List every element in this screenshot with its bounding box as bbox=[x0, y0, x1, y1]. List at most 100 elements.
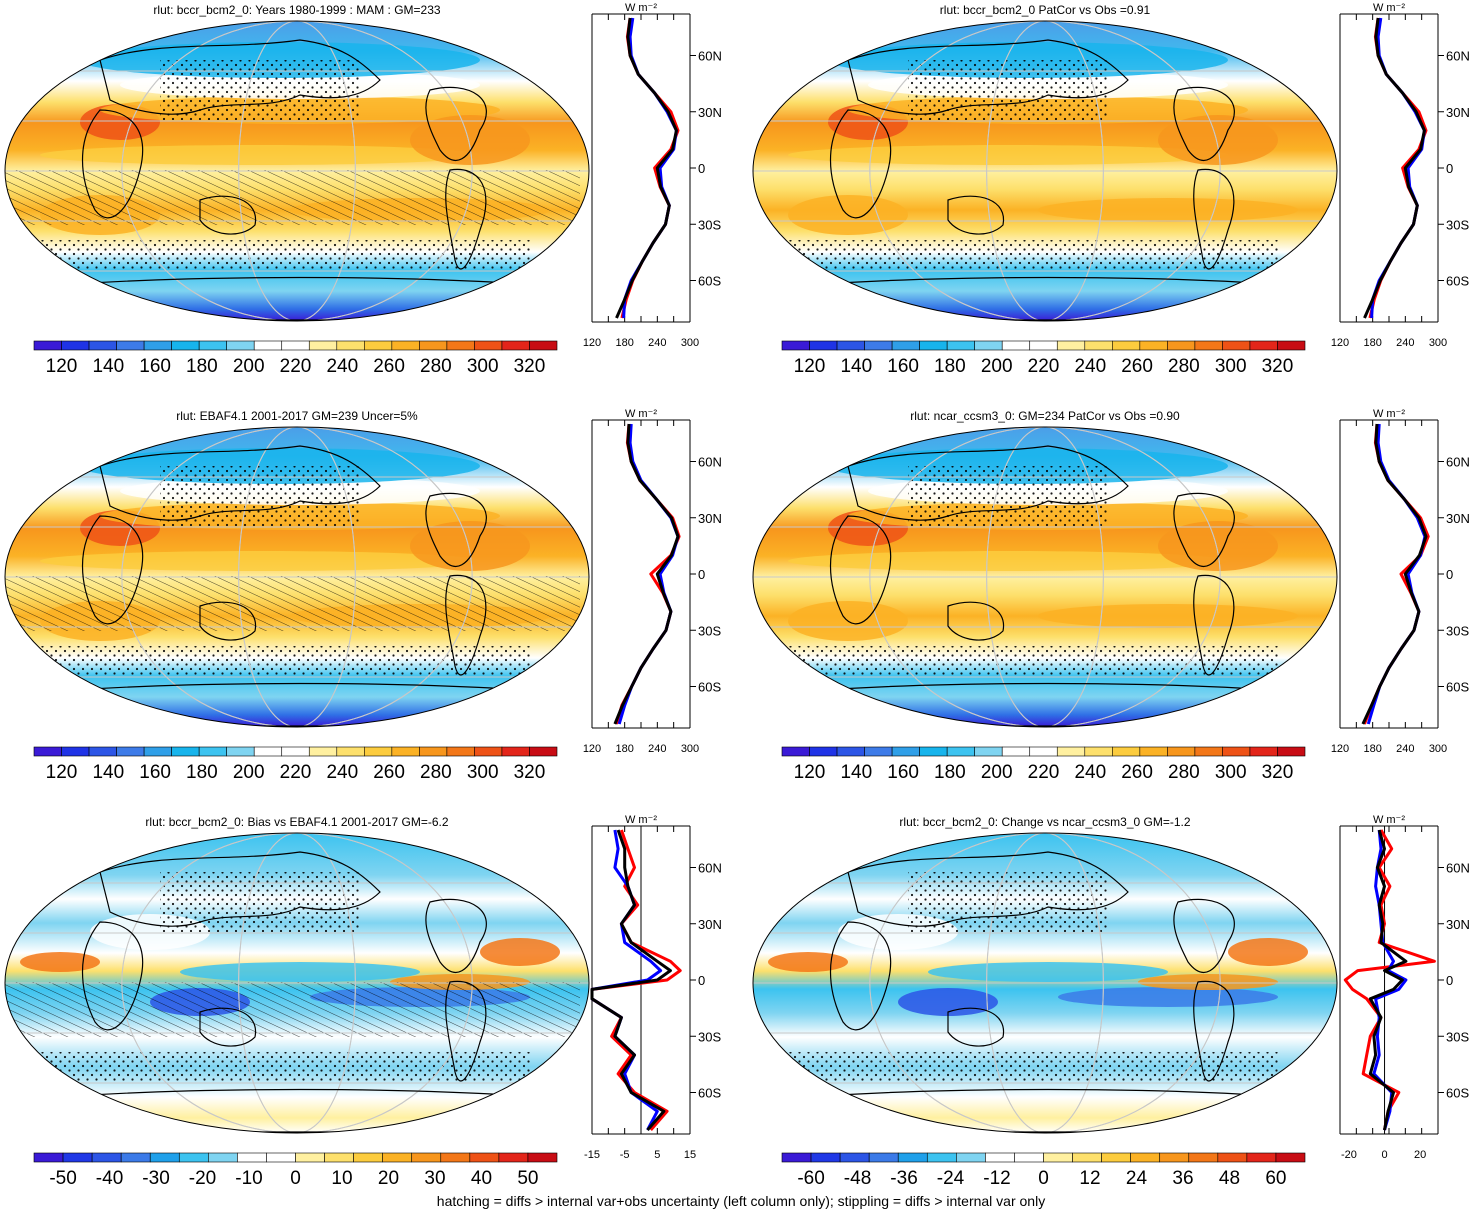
colorbar-swatch bbox=[208, 1152, 238, 1163]
profile-line-model bbox=[1370, 17, 1426, 319]
colorbar-swatch bbox=[1056, 746, 1086, 757]
profile-x-label: 240 bbox=[648, 743, 666, 755]
zonal-mean-profile: W m⁻² -15 -5 5 15 60N 30N 0 30S 60S bbox=[584, 814, 722, 1161]
profile-line-model bbox=[1372, 829, 1408, 1131]
coastline-4 bbox=[445, 980, 487, 1082]
colorbar-label: 0 bbox=[290, 1168, 301, 1189]
panel-title: rlut: bccr_bcm2_0: Bias vs EBAF4.1 2001-… bbox=[145, 815, 448, 829]
colorbar-label: 200 bbox=[981, 762, 1013, 783]
profile-x-label: 180 bbox=[1363, 743, 1381, 755]
colorbar-swatch bbox=[171, 340, 200, 351]
stippling-region bbox=[908, 466, 1108, 526]
colorbar-swatch bbox=[527, 1152, 558, 1163]
colorbar-label: 260 bbox=[373, 356, 405, 377]
profile-lat-label: 60S bbox=[698, 1086, 721, 1101]
hatching-region bbox=[5, 170, 580, 225]
colorbar-label: -30 bbox=[142, 1168, 169, 1189]
panel-1: rlut: bccr_bcm2_0: Years 1980-1999 : MAM… bbox=[4, 2, 722, 377]
panel-6: rlut: bccr_bcm2_0: Change vs ncar_ccsm3_… bbox=[752, 814, 1470, 1189]
field-anomaly-5 bbox=[410, 521, 530, 571]
graticule-meridian bbox=[869, 427, 1221, 727]
colorbar-label: 160 bbox=[139, 356, 171, 377]
colorbar-swatch bbox=[897, 1152, 928, 1163]
colorbar-swatch bbox=[946, 340, 975, 351]
profile-x-label: -5 bbox=[620, 1149, 630, 1161]
profile-x-label: 120 bbox=[583, 337, 601, 349]
map-field bbox=[753, 427, 1337, 727]
colorbar-swatch bbox=[926, 1152, 957, 1163]
field-anomaly-6 bbox=[768, 952, 848, 972]
colorbar-label: 140 bbox=[840, 356, 872, 377]
colorbar-label: 180 bbox=[934, 762, 966, 783]
colorbar-swatch bbox=[308, 340, 338, 351]
panel-5: rlut: bccr_bcm2_0: Bias vs EBAF4.1 2001-… bbox=[4, 814, 722, 1189]
panel-3: rlut: EBAF4.1 2001-2017 GM=239 Uncer=5% 1… bbox=[4, 408, 722, 783]
colorbar-swatch bbox=[143, 340, 172, 351]
profile-line-diff bbox=[613, 423, 680, 725]
stippling-region bbox=[778, 240, 1278, 270]
stippling-region bbox=[160, 466, 360, 526]
coastline-2 bbox=[199, 601, 257, 641]
colorbar-swatch bbox=[1112, 746, 1141, 757]
colorbar-swatch bbox=[974, 746, 1003, 757]
colorbar-swatch bbox=[1277, 340, 1306, 351]
profile-line-model bbox=[617, 423, 680, 725]
colorbar-swatch bbox=[198, 746, 227, 757]
coastline-1 bbox=[830, 921, 892, 1031]
zonal-mean-profile: W m⁻² 120 180 240 300 60N 30N 0 30S 60S bbox=[583, 408, 722, 755]
hatching-region bbox=[5, 576, 580, 631]
colorbar-swatch bbox=[226, 340, 255, 351]
colorbar-label: 220 bbox=[1028, 356, 1060, 377]
profile-line-obs bbox=[1343, 829, 1436, 1131]
graticule-meridian bbox=[986, 21, 1104, 321]
colorbar-label: -20 bbox=[189, 1168, 216, 1189]
graticule-meridian bbox=[238, 833, 356, 1133]
colorbar-label: 300 bbox=[1215, 356, 1247, 377]
colorbar-swatch bbox=[88, 340, 117, 351]
colorbar-swatch bbox=[1167, 340, 1196, 351]
colorbar-swatch bbox=[295, 1152, 325, 1163]
profile-line-obs bbox=[1368, 17, 1428, 319]
colorbar-swatch bbox=[1275, 1152, 1306, 1163]
stippling-region bbox=[30, 646, 530, 676]
profile-x-label: 120 bbox=[1331, 337, 1349, 349]
stippling-region bbox=[778, 646, 1278, 676]
colorbar-swatch bbox=[1001, 340, 1031, 351]
field-anomaly-2 bbox=[1228, 938, 1308, 966]
zonal-mean-profile: W m⁻² 120 180 240 300 60N 30N 0 30S 60S bbox=[583, 2, 722, 349]
colorbar-swatch bbox=[336, 746, 365, 757]
coastline-3 bbox=[1173, 86, 1235, 161]
profile-units: W m⁻² bbox=[1373, 408, 1405, 420]
profile-line-diff bbox=[590, 829, 672, 1131]
colorbar-swatch bbox=[1246, 1152, 1277, 1163]
colorbar-label: 180 bbox=[934, 356, 966, 377]
colorbar-swatch bbox=[781, 746, 810, 757]
coastline-2 bbox=[947, 601, 1005, 641]
colorbar-swatch bbox=[891, 746, 920, 757]
map-border bbox=[4, 20, 590, 322]
profile-lat-label: 0 bbox=[698, 567, 705, 582]
profile-x-label: 5 bbox=[654, 1149, 660, 1161]
coastline-2 bbox=[947, 195, 1005, 235]
colorbar-label: 160 bbox=[887, 356, 919, 377]
field-anomaly-3 bbox=[1038, 198, 1298, 222]
profile-x-label: 300 bbox=[681, 337, 699, 349]
colorbar-swatch bbox=[1112, 340, 1141, 351]
profile-lat-label: 30N bbox=[698, 105, 722, 120]
colorbar-swatch bbox=[33, 1152, 64, 1163]
profile-lat-label: 30S bbox=[1446, 623, 1469, 638]
profile-line-model bbox=[622, 17, 678, 319]
colorbar-swatch bbox=[143, 746, 172, 757]
colorbar-label: -12 bbox=[983, 1168, 1010, 1189]
profile-line-diff bbox=[1361, 423, 1428, 725]
field-anomaly-5 bbox=[1158, 115, 1278, 165]
colorbar-swatch bbox=[237, 1152, 267, 1163]
stippling-region bbox=[908, 60, 1108, 120]
colorbar-swatch bbox=[501, 340, 530, 351]
colorbar-label: -10 bbox=[235, 1168, 262, 1189]
profile-x-label: 240 bbox=[1396, 743, 1414, 755]
colorbar-swatch bbox=[253, 340, 283, 351]
panel-title: rlut: bccr_bcm2_0 PatCor vs Obs =0.91 bbox=[940, 3, 1151, 17]
colorbar-swatch bbox=[1222, 340, 1251, 351]
coastline-4 bbox=[445, 168, 487, 270]
